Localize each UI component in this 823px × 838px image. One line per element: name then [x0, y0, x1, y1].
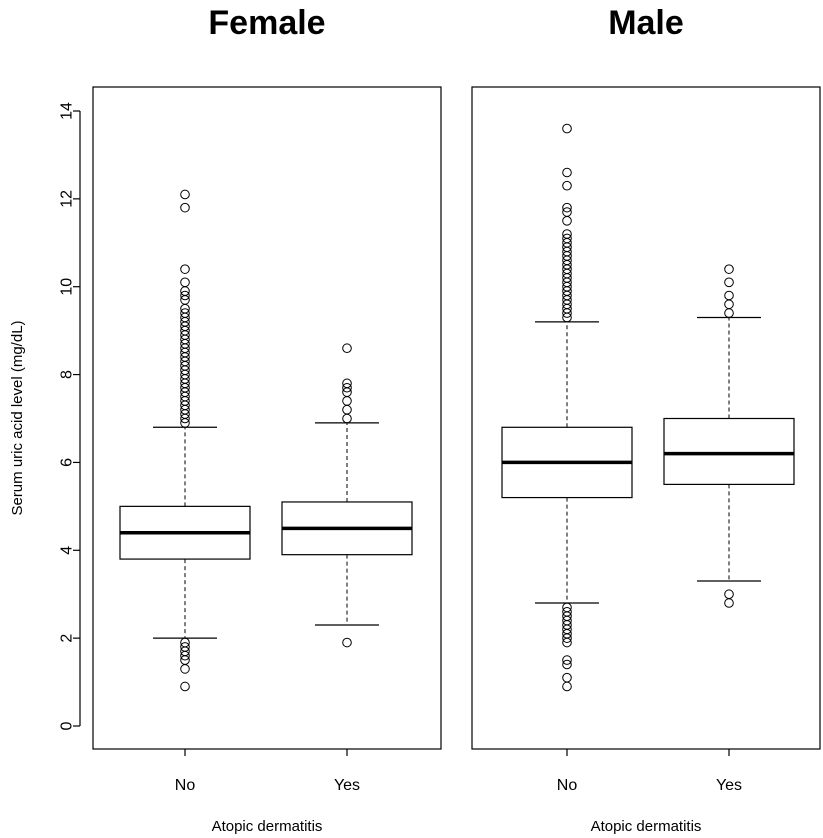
outlier-point — [562, 180, 572, 191]
outlier-point — [562, 602, 572, 613]
y-tick-label: 14 — [59, 102, 76, 120]
y-tick-label: 10 — [59, 278, 76, 296]
panel-title-male: Male — [608, 4, 684, 42]
panel-frame-female — [92, 86, 442, 750]
outlier-point — [180, 637, 190, 648]
outlier-point — [724, 308, 734, 318]
outlier-point — [562, 655, 572, 665]
y-axis: 0 2 4 6 8 10 12 14 — [59, 102, 81, 730]
panel-frame-male — [471, 86, 821, 750]
outlier-point — [342, 382, 352, 393]
outlier-point — [342, 413, 352, 424]
y-tick-label: 4 — [59, 546, 76, 555]
outlier-point — [180, 308, 190, 318]
outlier-point — [724, 598, 734, 608]
y-axis-label: Serum uric acid level (mg/dL) — [9, 320, 26, 515]
outlier-point — [180, 277, 190, 288]
x-tick-label-male-no: No — [557, 777, 578, 794]
x-tick-label-female-no: No — [175, 777, 196, 794]
y-tick-label: 2 — [59, 634, 76, 643]
outlier-point — [342, 343, 352, 354]
outlier-point — [562, 207, 572, 217]
x-tick-label-male-yes: Yes — [716, 777, 742, 794]
box-female-yes — [281, 343, 413, 648]
outlier-point — [724, 264, 734, 274]
x-axis-label-female: Atopic dermatitis — [212, 818, 323, 835]
x-axis-ticks — [184, 749, 730, 756]
outlier-point — [180, 189, 190, 200]
outlier-point — [562, 216, 572, 226]
x-axis-label-male: Atopic dermatitis — [591, 818, 702, 835]
y-tick-label: 0 — [59, 721, 76, 730]
outlier-point — [562, 659, 572, 670]
panel-title-female: Female — [208, 4, 325, 42]
outlier-point — [562, 233, 572, 244]
outlier-point — [562, 672, 572, 683]
x-tick-label-female-yes: Yes — [334, 777, 360, 794]
box-female-no — [119, 189, 251, 692]
outlier-point — [180, 202, 190, 213]
outlier-point — [562, 167, 572, 178]
outlier-point — [180, 264, 190, 274]
outlier-point — [562, 681, 572, 692]
outlier-point — [342, 404, 352, 415]
outlier-point — [562, 123, 572, 134]
box-male-no — [501, 123, 633, 692]
outlier-point — [180, 642, 190, 652]
iqr-box — [663, 417, 795, 485]
outlier-point — [724, 299, 734, 310]
outlier-point — [562, 202, 572, 213]
outlier-point — [724, 277, 734, 288]
boxes-layer — [119, 123, 795, 692]
outlier-point — [724, 290, 734, 301]
y-tick-label: 12 — [59, 190, 76, 208]
outlier-point — [562, 606, 572, 617]
outlier-point — [562, 229, 572, 239]
outlier-point — [342, 637, 352, 648]
outlier-point — [180, 664, 190, 674]
outlier-point — [342, 378, 352, 389]
y-tick-label: 8 — [59, 370, 76, 379]
box-male-yes — [663, 264, 795, 608]
outlier-point — [342, 396, 352, 406]
y-tick-label: 6 — [59, 458, 76, 467]
outlier-point — [180, 681, 190, 692]
outlier-point — [180, 290, 190, 301]
outlier-point — [724, 589, 734, 600]
